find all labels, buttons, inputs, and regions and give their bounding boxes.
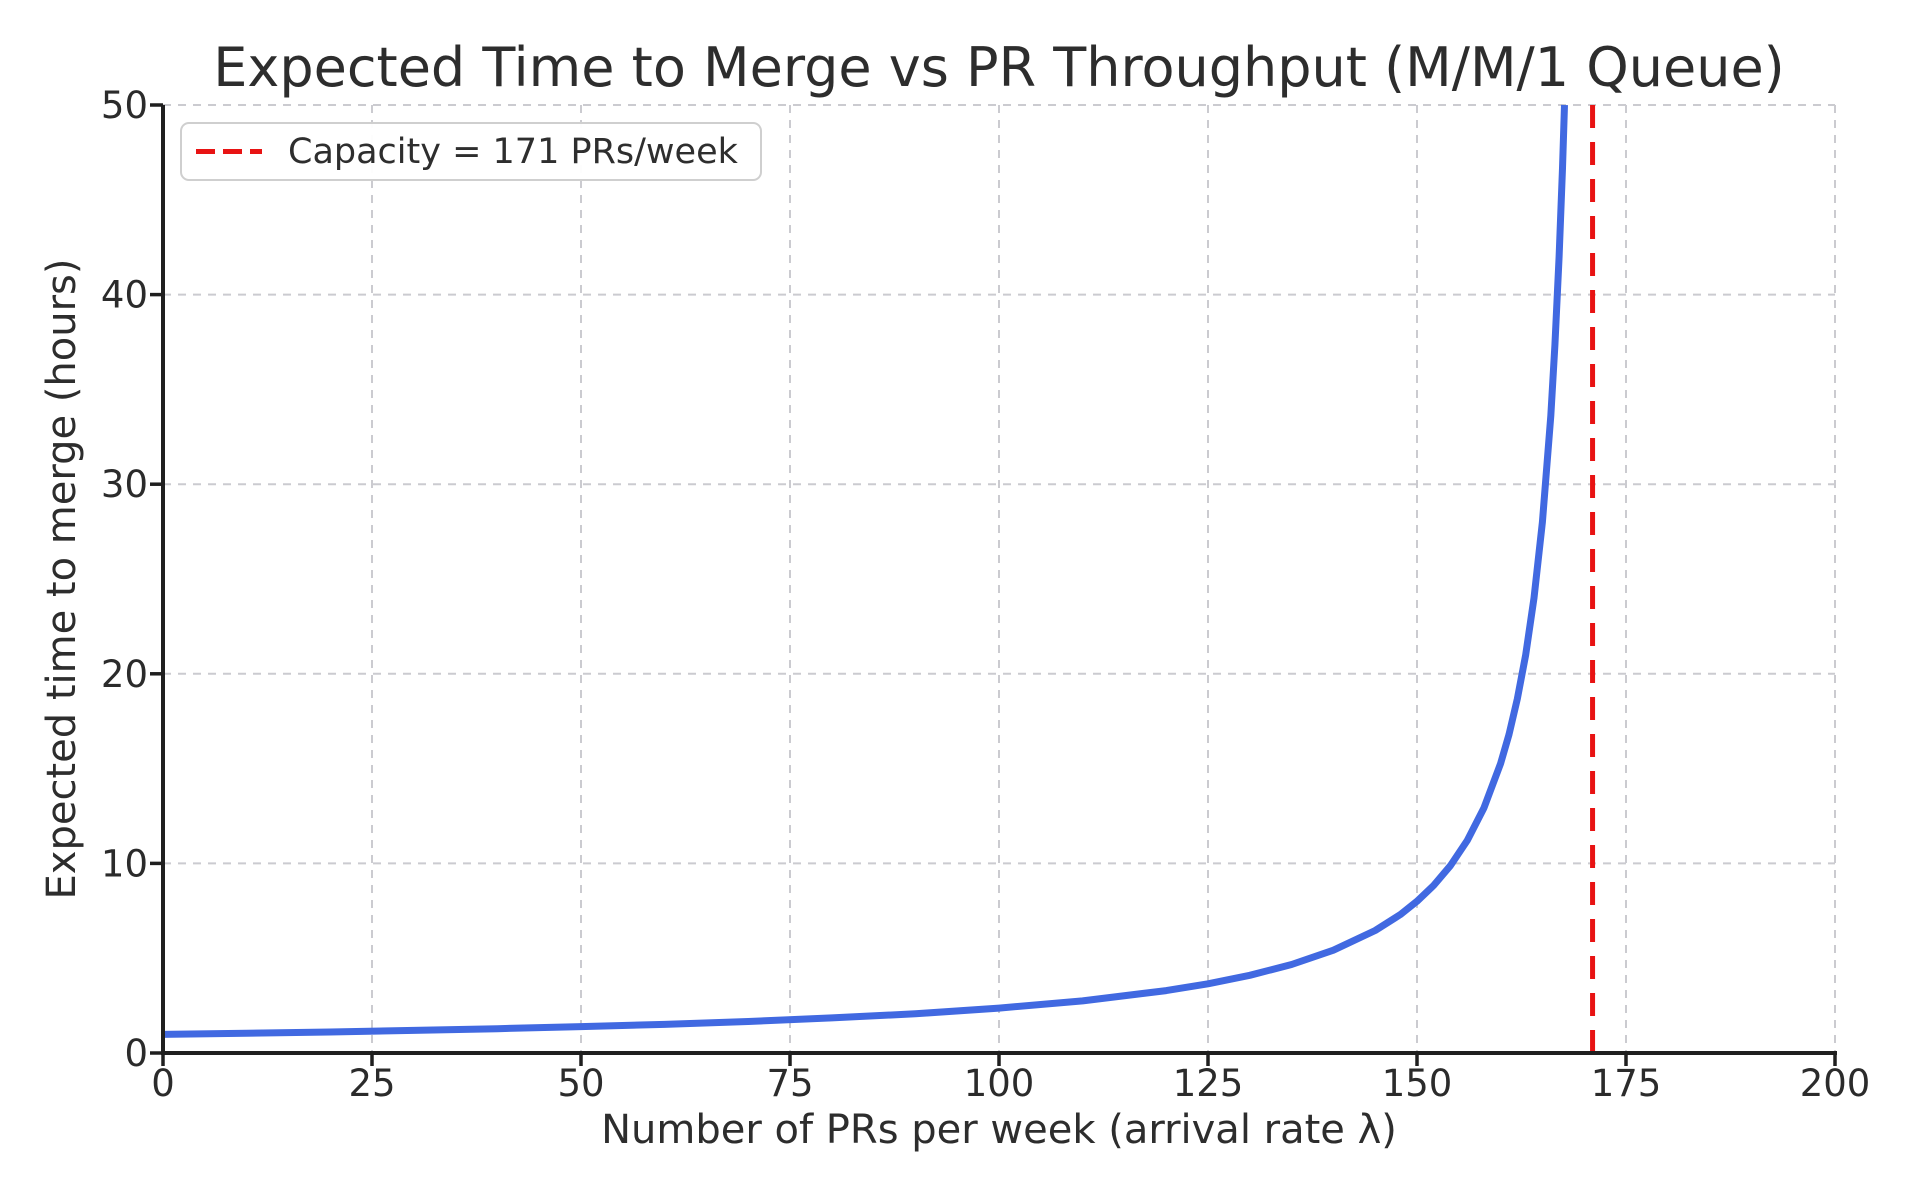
y-tick-label: 40 [101,274,148,317]
x-tick-label: 25 [348,1062,395,1105]
y-axis-label: Expected time to merge (hours) [39,258,85,900]
x-tick-label: 200 [1800,1062,1871,1105]
y-tick-label: 30 [101,463,148,506]
chart-title: Expected Time to Merge vs PR Throughput … [213,36,1785,99]
y-tick-label: 20 [101,653,148,696]
x-tick-label: 50 [557,1062,604,1105]
x-axis-label: Number of PRs per week (arrival rate λ) [601,1107,1397,1153]
y-tick-label: 50 [101,84,148,127]
x-tick-label: 100 [964,1062,1035,1105]
y-tick-label: 10 [101,842,148,885]
x-tick-label: 75 [766,1062,813,1105]
capacity-line-legend-swatch [196,149,262,154]
x-tick-label: 125 [1173,1062,1244,1105]
y-tick-label: 0 [124,1032,148,1075]
legend: Capacity = 171 PRs/week [180,122,762,181]
x-tick-label: 150 [1382,1062,1453,1105]
x-tick-label: 0 [151,1062,175,1105]
x-tick-label: 175 [1591,1062,1662,1105]
merge-time-curve [162,104,1568,1038]
legend-label: Capacity = 171 PRs/week [288,131,738,172]
